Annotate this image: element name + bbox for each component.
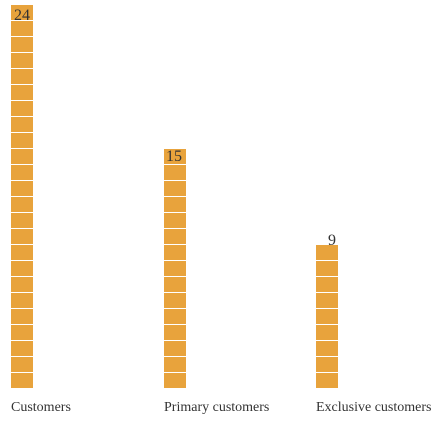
bar-unit-1-3 xyxy=(11,341,33,356)
bar-unit-1-4 xyxy=(11,325,33,340)
bar-unit-2-10 xyxy=(164,229,186,244)
value-label-primary-customers: 15 xyxy=(166,148,182,165)
bar-unit-3-2 xyxy=(316,357,338,372)
bar-unit-1-9 xyxy=(11,245,33,260)
bar-unit-1-5 xyxy=(11,309,33,324)
value-label-customers: 24 xyxy=(14,7,30,24)
bar-unit-1-17 xyxy=(11,117,33,132)
bar-unit-2-15 xyxy=(164,149,186,164)
bar-unit-3-7 xyxy=(316,277,338,292)
bar-unit-2-6 xyxy=(164,293,186,308)
bar-unit-2-4 xyxy=(164,325,186,340)
bar-unit-3-3 xyxy=(316,341,338,356)
bar-unit-2-12 xyxy=(164,197,186,212)
category-label-customers: Customers xyxy=(11,400,71,415)
bar-unit-1-6 xyxy=(11,293,33,308)
bar-unit-1-14 xyxy=(11,165,33,180)
bar-unit-1-1 xyxy=(11,373,33,388)
bar-unit-1-7 xyxy=(11,277,33,292)
bar-unit-1-20 xyxy=(11,69,33,84)
category-label-exclusive-customers: Exclusive customers xyxy=(316,400,431,415)
bar-unit-3-6 xyxy=(316,293,338,308)
bar-unit-1-16 xyxy=(11,133,33,148)
bar-unit-1-22 xyxy=(11,37,33,52)
bar-unit-1-8 xyxy=(11,261,33,276)
bar-unit-1-10 xyxy=(11,229,33,244)
bar-unit-1-21 xyxy=(11,53,33,68)
bar-unit-2-9 xyxy=(164,245,186,260)
bar-unit-2-8 xyxy=(164,261,186,276)
bar-unit-1-13 xyxy=(11,181,33,196)
bar-unit-1-18 xyxy=(11,101,33,116)
bar-unit-3-8 xyxy=(316,261,338,276)
bar-unit-3-5 xyxy=(316,309,338,324)
bar-unit-2-11 xyxy=(164,213,186,228)
bar-unit-1-24 xyxy=(11,5,33,20)
bar-unit-1-23 xyxy=(11,21,33,36)
bar-unit-3-1 xyxy=(316,373,338,388)
bar-unit-2-2 xyxy=(164,357,186,372)
category-label-primary-customers: Primary customers xyxy=(164,400,269,415)
bar-unit-2-1 xyxy=(164,373,186,388)
bar-unit-2-13 xyxy=(164,181,186,196)
bar-unit-2-5 xyxy=(164,309,186,324)
bar-unit-2-14 xyxy=(164,165,186,180)
bar-unit-2-3 xyxy=(164,341,186,356)
value-label-exclusive-customers: 9 xyxy=(328,232,336,249)
bar-unit-1-19 xyxy=(11,85,33,100)
bars-layer xyxy=(11,5,338,388)
bar-unit-3-9 xyxy=(316,245,338,260)
bar-unit-1-2 xyxy=(11,357,33,372)
bar-unit-1-15 xyxy=(11,149,33,164)
labels-layer: 24 15 9 Customers Primary customers Excl… xyxy=(11,7,431,415)
bar-unit-3-4 xyxy=(316,325,338,340)
bar-unit-1-11 xyxy=(11,213,33,228)
bar-unit-1-12 xyxy=(11,197,33,212)
bar-unit-2-7 xyxy=(164,277,186,292)
